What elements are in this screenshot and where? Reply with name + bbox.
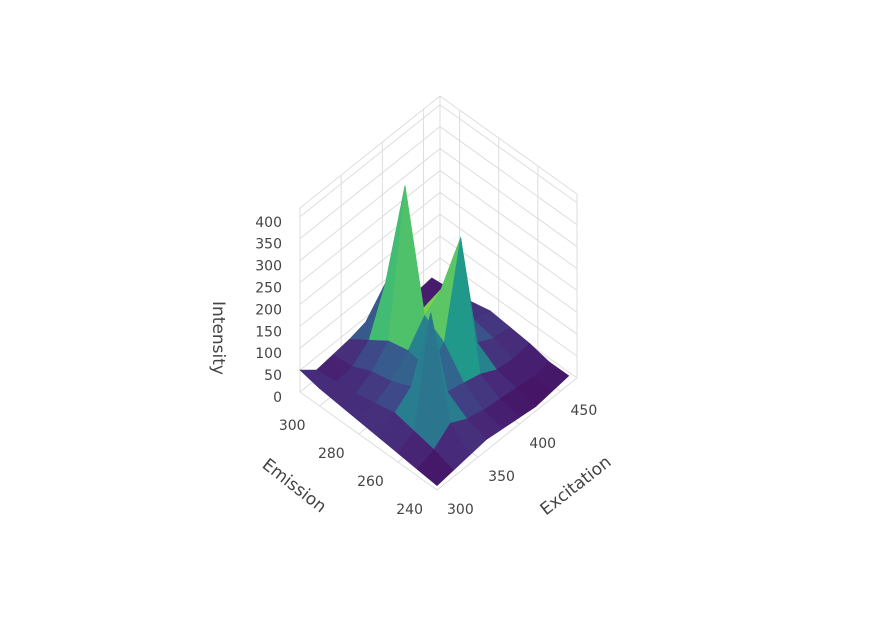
x-axis-title: Excitation: [537, 452, 616, 520]
y-tick-label: 280: [318, 446, 345, 462]
y-axis-title: Emission: [258, 455, 330, 517]
grid-line: [299, 213, 441, 327]
grid-line: [299, 191, 441, 305]
z-tick-label: 150: [255, 324, 282, 340]
y-tick-label: 240: [396, 502, 423, 518]
z-tick-label: 250: [255, 280, 282, 296]
x-tick-label: 350: [488, 469, 515, 485]
x-tick-label: 300: [447, 502, 474, 518]
grid-line: [299, 170, 441, 283]
x-tick-label: 450: [571, 403, 598, 419]
z-axis-title: Intensity: [208, 301, 228, 375]
z-tick-label: 100: [255, 346, 282, 362]
grid-line: [299, 104, 441, 218]
grid-line: [439, 104, 578, 204]
grid-line: [439, 191, 578, 291]
z-tick-label: 200: [255, 302, 282, 318]
grid-line: [299, 148, 441, 261]
x-tick-label: 400: [529, 436, 556, 452]
z-tick-label: 50: [264, 368, 282, 384]
z-tick-label: 300: [255, 259, 282, 275]
box-edge: [439, 95, 578, 195]
grid-line: [299, 126, 441, 240]
box-edge: [299, 95, 441, 209]
grid-line: [439, 148, 578, 247]
grid-line: [436, 377, 578, 491]
grid-line: [299, 235, 441, 349]
grid-line: [439, 170, 578, 269]
grid-line: [439, 126, 578, 226]
grid-line: [299, 391, 438, 491]
grid-line: [439, 213, 578, 313]
y-tick-label: 260: [357, 474, 384, 490]
z-tick-label: 400: [255, 215, 282, 231]
y-tick-label: 300: [279, 418, 306, 434]
z-tick-label: 0: [273, 390, 282, 406]
z-tick-label: 350: [255, 237, 282, 253]
surface-cell: [417, 449, 454, 487]
